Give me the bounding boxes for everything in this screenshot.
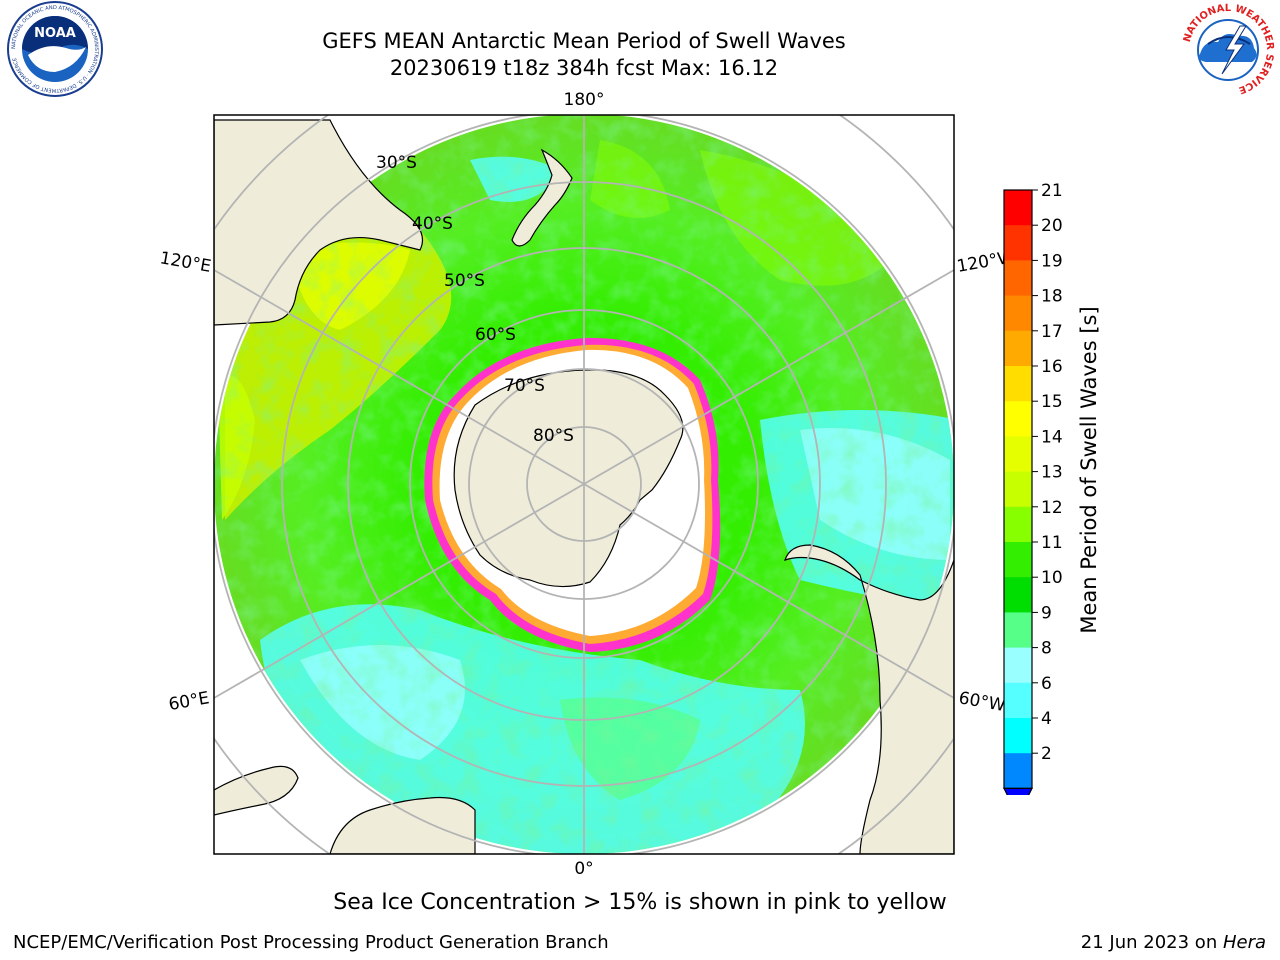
noaa-logo-text: NOAA: [34, 26, 76, 41]
national-weather-service-logo-icon: NATIONAL WEATHER SERVICE: [1180, 2, 1276, 98]
meridian-label-0: 0°: [574, 859, 593, 879]
chart-title: GEFS MEAN Antarctic Mean Period of Swell…: [322, 29, 846, 53]
latitude-label-60s: 60°S: [475, 325, 516, 345]
colorbar-segment: [1004, 366, 1032, 402]
latitude-label-50s: 50°S: [444, 271, 485, 291]
credit-date: 21 Jun 2023 on Hera: [1081, 932, 1266, 953]
latitude-label-30s: 30°S: [376, 153, 417, 173]
colorbar-tick-label: 13: [1041, 463, 1063, 483]
colorbar-tick-label: 15: [1041, 392, 1063, 412]
colorbar-tick-label: 17: [1041, 322, 1063, 342]
chart-subtitle: 20230619 t18z 384h fcst Max: 16.12: [389, 56, 779, 80]
meridian-label-60e: 60°E: [167, 688, 211, 715]
sea-ice-note: Sea Ice Concentration > 15% is shown in …: [333, 890, 947, 915]
colorbar: 21 20 19 18 17 16 15 14 13 12 11 10 9 8 6 4 2 Mean Perio…: [1003, 181, 1101, 795]
graticule: [214, 115, 954, 854]
colorbar-segment: [1004, 471, 1032, 508]
colorbar-segment: [1004, 542, 1032, 578]
latitude-label-80s: 80°S: [533, 426, 574, 446]
colorbar-segment: [1004, 190, 1032, 226]
colorbar-label: Mean Period of Swell Waves [s]: [1077, 306, 1101, 633]
colorbar-tick-label: 2: [1041, 744, 1052, 764]
colorbar-segment: [1004, 753, 1032, 789]
colorbar-segment: [1004, 225, 1032, 261]
colorbar-tick-label: 19: [1041, 251, 1063, 271]
colorbar-tick-label: 12: [1041, 498, 1063, 518]
credit-date-text: 21 Jun 2023 on: [1080, 932, 1223, 953]
colorbar-segment: [1004, 612, 1032, 649]
colorbar-segment: [1004, 506, 1032, 543]
colorbar-tick-label: 9: [1041, 603, 1052, 623]
colorbar-segment: [1004, 260, 1032, 297]
colorbar-tick-label: 21: [1041, 181, 1063, 201]
africa-land: [329, 796, 476, 854]
colorbar-under-arrow: [1003, 787, 1033, 795]
colorbar-tick-label: 18: [1041, 287, 1063, 307]
colorbar-tick-label: 11: [1041, 533, 1063, 553]
colorbar-tick-label: 6: [1041, 674, 1052, 694]
colorbar-segment: [1004, 718, 1032, 754]
new-zealand-land: [511, 148, 573, 247]
meridian-label-180: 180°: [564, 90, 605, 110]
noaa-logo-icon: NATIONAL OCEANIC AND ATMOSPHERIC ADMINIS…: [7, 1, 103, 97]
latitude-label-40s: 40°S: [412, 214, 453, 234]
colorbar-segment: [1004, 330, 1032, 367]
colorbar-tick-label: 14: [1041, 427, 1063, 447]
credit-system: Hera: [1222, 932, 1266, 953]
colorbar-frame: [1003, 189, 1033, 790]
meridian-label-120e: 120°E: [158, 248, 212, 277]
colorbar-segment: [1004, 295, 1032, 332]
colorbar-segment: [1004, 647, 1032, 684]
colorbar-segment: [1004, 401, 1032, 437]
colorbar-tick-label: 4: [1041, 709, 1052, 729]
colorbar-segment: [1004, 682, 1032, 719]
map-frame: [213, 114, 955, 855]
colorbar-tick-label: 16: [1041, 357, 1063, 377]
colorbar-segment: [1004, 436, 1032, 473]
colorbar-segment: [1004, 577, 1032, 613]
credit-branch: NCEP/EMC/Verification Post Processing Pr…: [13, 932, 609, 953]
colorbar-tick-label: 20: [1041, 216, 1063, 236]
colorbar-tick-label: 10: [1041, 568, 1063, 588]
colorbar-tick-label: 8: [1041, 639, 1052, 659]
latitude-label-70s: 70°S: [504, 376, 545, 396]
south-america-land: [784, 544, 954, 854]
